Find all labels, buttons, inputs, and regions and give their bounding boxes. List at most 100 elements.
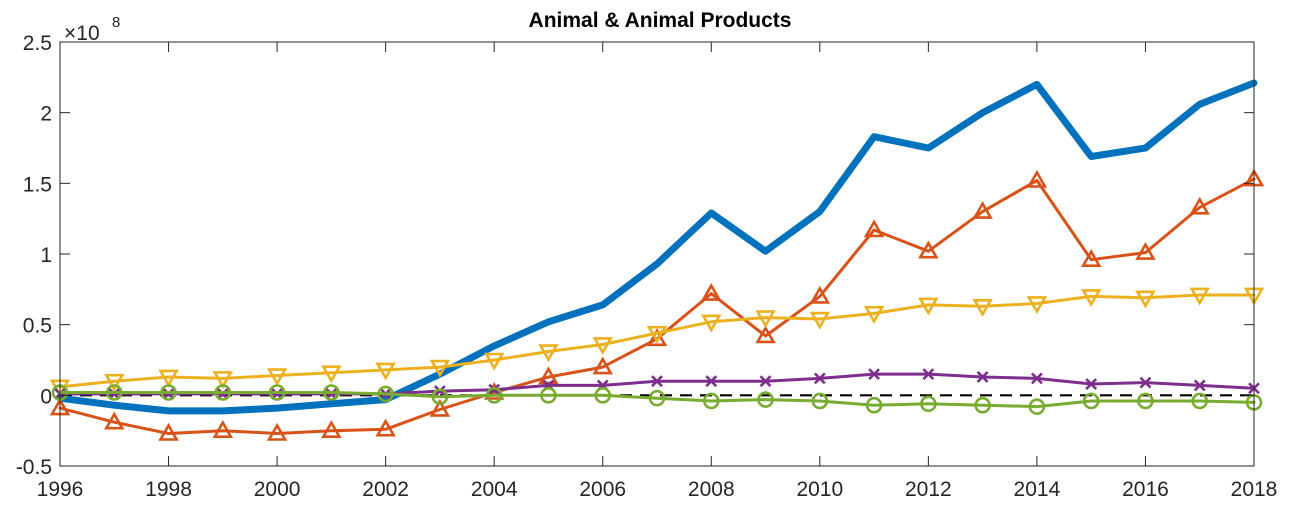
series-4-point (1139, 376, 1152, 389)
series-5-point (757, 391, 774, 408)
series-3-point (701, 314, 722, 333)
series-4-point (1193, 379, 1206, 392)
series-2-point (701, 282, 722, 301)
series-5-point (323, 384, 340, 401)
series-4-point (651, 375, 663, 388)
series-5-line (58, 391, 1256, 409)
x-tick-label: 2002 (362, 478, 409, 501)
series-3-point (809, 311, 831, 330)
series-5-point (648, 389, 666, 407)
series-3-point (266, 368, 288, 387)
series-5-point (485, 387, 503, 404)
series-2-point (863, 219, 885, 238)
series-3-point (972, 298, 993, 317)
series-3-point (918, 297, 939, 316)
series-3-point (1135, 290, 1156, 309)
series-2-point (429, 398, 451, 417)
series-2-point (266, 422, 288, 441)
series-3-point (158, 369, 179, 388)
x-tick-label: 2012 (905, 478, 952, 501)
y-tick-label: 1.5 (23, 173, 52, 196)
series-5-point (1191, 392, 1209, 410)
series-5-point (594, 387, 612, 404)
series-2-point (538, 366, 559, 385)
x-tick-label: 2008 (688, 478, 735, 501)
chart-title: Animal & Animal Products (529, 9, 792, 32)
y-exponent-base: ×10 (64, 22, 100, 45)
series-5-point (268, 384, 286, 401)
series-2-point (1135, 241, 1156, 260)
series-2-point (1080, 249, 1102, 267)
x-tick-label: 2010 (796, 478, 843, 501)
series-5-point (431, 388, 449, 406)
y-tick-label: 2 (40, 103, 52, 126)
series-4-point (1030, 372, 1043, 385)
series-2-point (918, 240, 939, 259)
axes-layer: 1996 1998 2000 2002 2004 2006 2008 2010 2012 2014… (16, 32, 1278, 501)
series-2-point (646, 328, 668, 347)
series-2-point (755, 325, 776, 344)
series-5-point (811, 392, 829, 410)
series-2-point (483, 381, 505, 400)
y-axis-exponent: ×10 8 (64, 14, 120, 45)
series-3-point (646, 325, 668, 344)
x-tick-label: 2018 (1231, 478, 1278, 501)
x-tick-label: 2014 (1014, 478, 1061, 501)
series-5-point (920, 395, 937, 413)
series-4-point (922, 368, 935, 381)
series-4-point (759, 375, 772, 388)
x-tick-label: 2016 (1122, 478, 1169, 501)
y-exponent-power: 8 (112, 14, 120, 31)
series-5-point (1137, 392, 1154, 410)
series-4-point (705, 375, 718, 388)
x-tick-label: 2004 (471, 478, 518, 501)
series-5-point (1028, 398, 1046, 415)
series-3-point (863, 306, 885, 324)
series-2-point (592, 356, 613, 375)
series-3-point (483, 352, 505, 371)
series-1-line (56, 79, 1258, 415)
series-2-point (212, 420, 234, 438)
series-3-point (104, 373, 125, 392)
series-3-point (538, 344, 559, 363)
x-tick-label: 2006 (579, 478, 626, 501)
series-4-point (868, 368, 881, 381)
series-5-point (702, 392, 720, 410)
series-4-point (433, 385, 446, 398)
series-5-point (377, 385, 394, 403)
series-4-point (976, 371, 989, 383)
series-3-point (592, 337, 613, 356)
series-2-point (375, 418, 396, 437)
series-3-point (1080, 289, 1102, 308)
series-layer (49, 79, 1265, 441)
series-5-point (540, 387, 557, 404)
series-5-point (214, 384, 232, 401)
series-3-point (212, 371, 234, 389)
y-tick-label: 1 (40, 244, 52, 267)
series-5-point (974, 396, 991, 414)
x-tick-label: 1998 (145, 478, 192, 501)
series-1 (56, 79, 1258, 415)
y-tick-label: -0.5 (16, 456, 52, 479)
series-5-point (105, 384, 123, 401)
series-3-point (375, 362, 396, 381)
series-2-point (158, 422, 179, 441)
series-3-point (1026, 296, 1048, 315)
series-2-point (809, 285, 831, 304)
series-2-point (104, 411, 125, 430)
series-2-point (1189, 196, 1210, 215)
series-3-point (429, 359, 451, 378)
series-5-point (1082, 392, 1100, 410)
series-3 (49, 287, 1265, 398)
x-tick-label: 1996 (37, 478, 84, 501)
series-3-point (755, 310, 776, 329)
series-2-point (321, 420, 342, 438)
series-3-line (58, 293, 1256, 389)
x-tick-label: 2000 (254, 478, 301, 501)
series-4-point (813, 372, 826, 385)
series-5 (51, 384, 1263, 415)
y-tick-label: 0.5 (23, 315, 52, 338)
series-2-point (1026, 169, 1048, 188)
